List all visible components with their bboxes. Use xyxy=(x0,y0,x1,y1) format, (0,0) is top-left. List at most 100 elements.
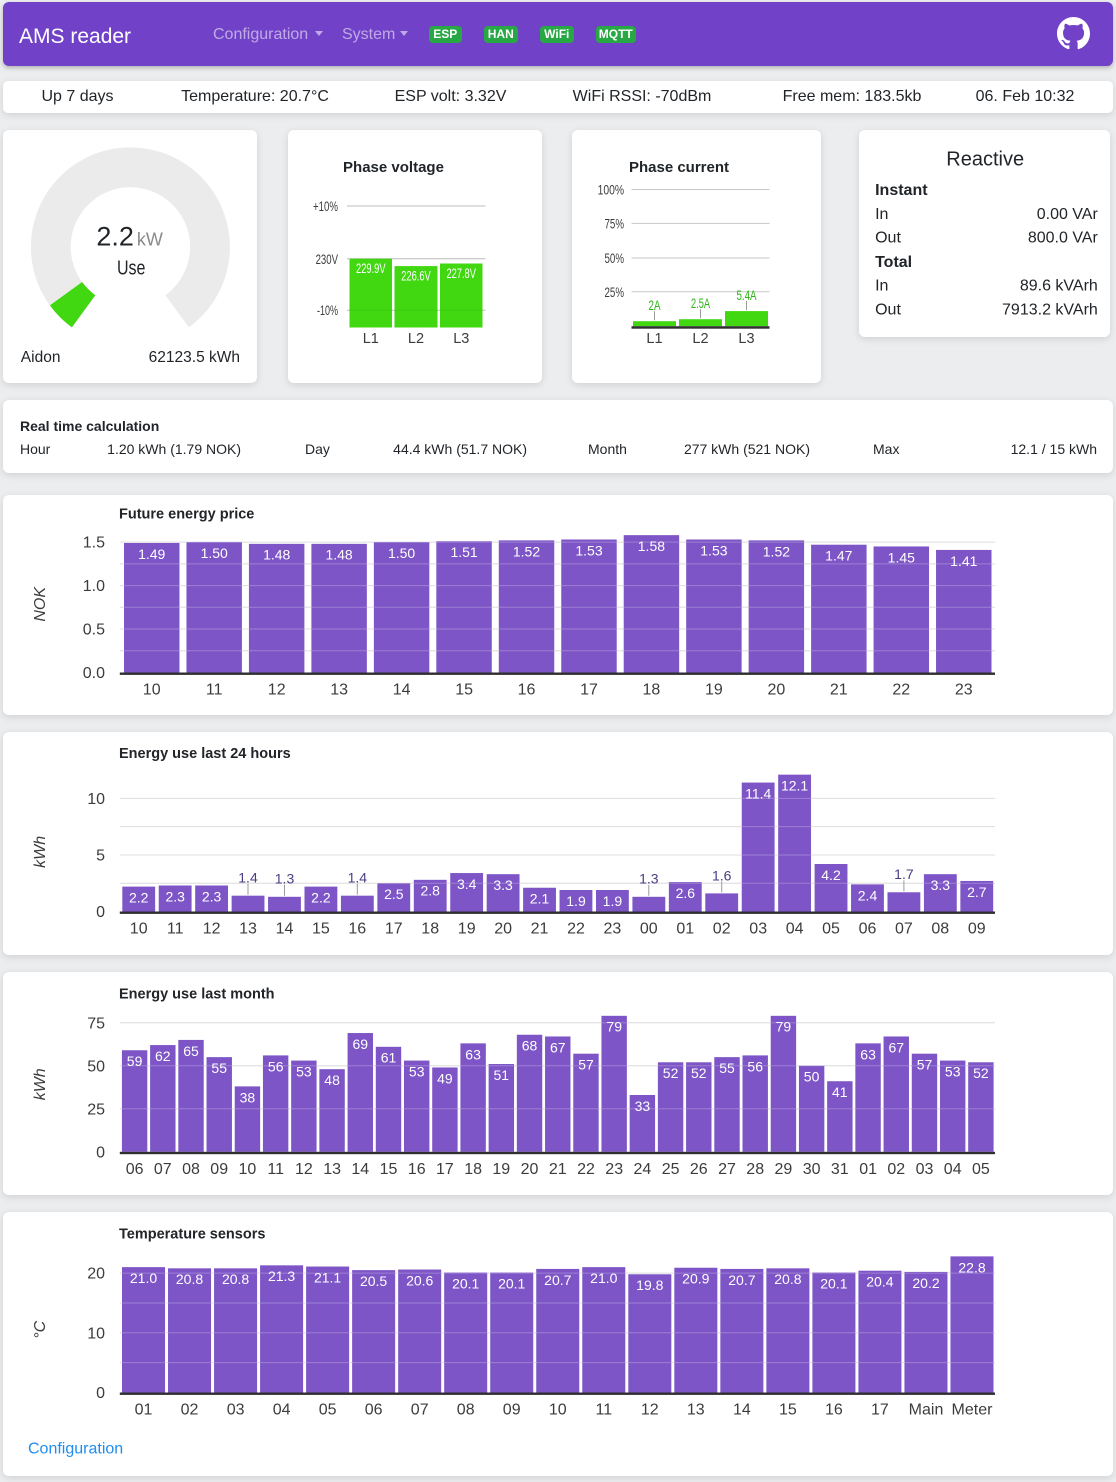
svg-text:14: 14 xyxy=(393,681,411,698)
svg-text:1.53: 1.53 xyxy=(575,542,602,558)
svg-text:20.1: 20.1 xyxy=(498,1275,525,1291)
svg-text:20.4: 20.4 xyxy=(866,1274,893,1290)
svg-text:0.0: 0.0 xyxy=(83,665,105,682)
svg-text:Energy use last 24 hours: Energy use last 24 hours xyxy=(119,746,291,762)
svg-text:Main: Main xyxy=(909,1402,944,1419)
svg-text:68: 68 xyxy=(522,1038,538,1054)
svg-text:33: 33 xyxy=(635,1098,651,1114)
svg-text:2.2: 2.2 xyxy=(96,221,134,251)
svg-text:1.49: 1.49 xyxy=(138,545,165,561)
svg-text:1.4: 1.4 xyxy=(348,870,368,886)
svg-text:14: 14 xyxy=(351,1161,369,1178)
svg-text:06: 06 xyxy=(859,921,877,938)
svg-text:kWh: kWh xyxy=(32,1068,49,1100)
svg-text:1.52: 1.52 xyxy=(763,543,790,559)
svg-text:12: 12 xyxy=(203,921,221,938)
svg-text:55: 55 xyxy=(719,1060,735,1076)
svg-text:01: 01 xyxy=(676,921,694,938)
svg-text:08: 08 xyxy=(182,1161,200,1178)
svg-text:L1: L1 xyxy=(646,330,662,346)
svg-text:07: 07 xyxy=(411,1402,429,1419)
svg-text:13: 13 xyxy=(323,1161,341,1178)
svg-text:2.1: 2.1 xyxy=(530,891,550,907)
svg-text:25: 25 xyxy=(662,1161,680,1178)
svg-text:Configuration: Configuration xyxy=(28,1441,123,1458)
svg-text:2.6: 2.6 xyxy=(676,885,696,901)
svg-text:0.00 VAr: 0.00 VAr xyxy=(1036,206,1098,223)
svg-text:20.7: 20.7 xyxy=(544,1272,571,1288)
svg-text:Total: Total xyxy=(875,254,912,271)
svg-text:57: 57 xyxy=(578,1057,594,1073)
svg-text:62: 62 xyxy=(155,1048,171,1064)
svg-text:21.0: 21.0 xyxy=(590,1270,617,1286)
svg-text:20.2: 20.2 xyxy=(912,1275,939,1291)
svg-text:59: 59 xyxy=(127,1053,143,1069)
svg-text:1.3: 1.3 xyxy=(275,871,295,887)
svg-text:Meter: Meter xyxy=(952,1402,994,1419)
svg-text:12: 12 xyxy=(295,1161,313,1178)
svg-text:06: 06 xyxy=(126,1161,144,1178)
svg-text:04: 04 xyxy=(786,921,804,938)
svg-text:20.8: 20.8 xyxy=(176,1271,203,1287)
svg-text:2.4: 2.4 xyxy=(858,887,878,903)
svg-text:12.1: 12.1 xyxy=(781,778,808,794)
svg-text:3.3: 3.3 xyxy=(931,877,951,893)
svg-text:20.7: 20.7 xyxy=(728,1272,755,1288)
svg-text:0.5: 0.5 xyxy=(83,621,105,638)
svg-text:02: 02 xyxy=(181,1402,199,1419)
svg-text:1.51: 1.51 xyxy=(450,544,477,560)
svg-text:89.6 kVArh: 89.6 kVArh xyxy=(1019,277,1097,294)
svg-text:1.6: 1.6 xyxy=(712,867,732,883)
svg-text:1.48: 1.48 xyxy=(263,546,290,562)
svg-text:16: 16 xyxy=(408,1161,426,1178)
svg-text:09: 09 xyxy=(503,1402,521,1419)
svg-text:05: 05 xyxy=(319,1402,337,1419)
svg-text:2.2: 2.2 xyxy=(129,890,149,906)
svg-text:65: 65 xyxy=(183,1043,199,1059)
svg-text:Future energy price: Future energy price xyxy=(119,506,254,522)
svg-text:11: 11 xyxy=(206,681,223,698)
svg-text:06: 06 xyxy=(365,1402,383,1419)
svg-text:16: 16 xyxy=(825,1402,843,1419)
svg-text:67: 67 xyxy=(550,1039,566,1055)
svg-text:52: 52 xyxy=(663,1065,679,1081)
svg-text:kW: kW xyxy=(137,229,163,249)
svg-text:20: 20 xyxy=(494,921,512,938)
svg-text:1.58: 1.58 xyxy=(638,538,665,554)
svg-text:13: 13 xyxy=(687,1402,705,1419)
svg-text:22: 22 xyxy=(577,1161,595,1178)
svg-text:17: 17 xyxy=(871,1402,889,1419)
svg-text:50: 50 xyxy=(87,1058,105,1075)
svg-text:15: 15 xyxy=(779,1402,797,1419)
svg-text:53: 53 xyxy=(296,1064,312,1080)
svg-text:13: 13 xyxy=(330,681,348,698)
svg-text:1.53: 1.53 xyxy=(700,542,727,558)
svg-text:69: 69 xyxy=(353,1036,369,1052)
svg-text:10: 10 xyxy=(239,1161,257,1178)
svg-text:L2: L2 xyxy=(408,330,424,346)
svg-text:16: 16 xyxy=(518,681,536,698)
svg-text:12: 12 xyxy=(268,681,286,698)
svg-text:19: 19 xyxy=(458,921,476,938)
svg-text:19: 19 xyxy=(492,1161,510,1178)
svg-text:75: 75 xyxy=(87,1015,105,1032)
svg-text:31: 31 xyxy=(831,1161,849,1178)
svg-text:1.47: 1.47 xyxy=(825,547,852,563)
svg-text:21: 21 xyxy=(531,921,549,938)
svg-text:20.8: 20.8 xyxy=(222,1271,249,1287)
svg-text:27: 27 xyxy=(718,1161,736,1178)
svg-text:29: 29 xyxy=(775,1161,793,1178)
svg-text:21.3: 21.3 xyxy=(268,1268,295,1284)
svg-text:+10%: +10% xyxy=(313,198,338,214)
svg-text:14: 14 xyxy=(276,921,294,938)
svg-text:10: 10 xyxy=(143,681,161,698)
svg-text:15: 15 xyxy=(380,1161,398,1178)
svg-text:17: 17 xyxy=(385,921,403,938)
svg-text:11: 11 xyxy=(267,1161,284,1178)
svg-text:26: 26 xyxy=(690,1161,708,1178)
svg-text:0: 0 xyxy=(96,904,105,921)
svg-text:01: 01 xyxy=(859,1161,877,1178)
svg-text:0: 0 xyxy=(96,1144,105,1161)
svg-text:20.8: 20.8 xyxy=(774,1271,801,1287)
svg-text:Instant: Instant xyxy=(875,182,928,199)
